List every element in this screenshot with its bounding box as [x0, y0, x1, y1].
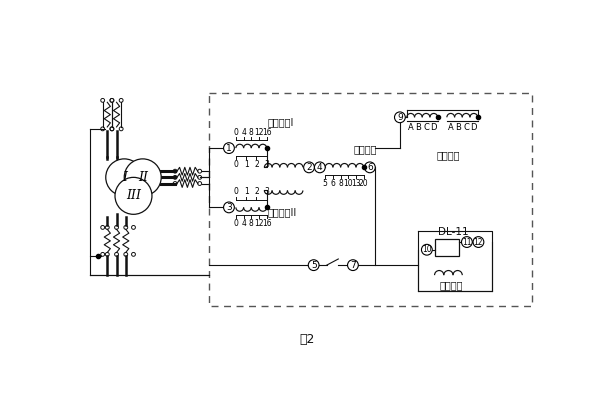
Circle shape — [224, 143, 235, 154]
Circle shape — [473, 237, 484, 248]
Text: 3: 3 — [226, 203, 232, 212]
Text: 短路绕组: 短路绕组 — [437, 150, 460, 160]
Text: 1: 1 — [244, 187, 248, 196]
Circle shape — [106, 159, 143, 196]
Text: 16: 16 — [262, 128, 272, 136]
Text: B: B — [455, 124, 461, 132]
Text: 12: 12 — [254, 128, 264, 136]
Text: 11: 11 — [462, 238, 472, 246]
Circle shape — [304, 162, 314, 173]
Text: 13: 13 — [351, 179, 361, 188]
Circle shape — [364, 162, 375, 173]
Text: 5: 5 — [323, 179, 328, 188]
Text: 9: 9 — [397, 113, 403, 122]
Text: 工作绕组: 工作绕组 — [354, 144, 377, 154]
Circle shape — [308, 260, 319, 270]
Bar — [434, 239, 459, 256]
Text: 3: 3 — [264, 160, 269, 169]
Text: II: II — [138, 171, 148, 184]
Text: 6: 6 — [331, 179, 335, 188]
Text: 2: 2 — [254, 187, 259, 196]
Text: 12: 12 — [254, 219, 264, 228]
Text: 平衡绕组I: 平衡绕组I — [268, 117, 294, 127]
Text: 5: 5 — [311, 261, 317, 270]
Text: 0: 0 — [233, 219, 238, 228]
Text: B: B — [415, 124, 421, 132]
Text: 2: 2 — [254, 160, 259, 169]
Text: 4: 4 — [241, 128, 246, 136]
Text: 8: 8 — [249, 128, 254, 136]
Circle shape — [347, 260, 358, 270]
Text: 二次绕组: 二次绕组 — [440, 280, 463, 290]
Circle shape — [461, 237, 472, 248]
Circle shape — [395, 112, 405, 123]
Text: 0: 0 — [233, 128, 238, 136]
Text: III: III — [126, 189, 141, 202]
Text: D: D — [470, 124, 477, 132]
Circle shape — [314, 162, 325, 173]
Circle shape — [124, 159, 161, 196]
Text: 1: 1 — [244, 160, 248, 169]
Text: 4: 4 — [241, 219, 246, 228]
Text: 10: 10 — [422, 245, 431, 254]
Circle shape — [421, 244, 432, 255]
Text: 4: 4 — [317, 163, 323, 172]
Text: 10: 10 — [343, 179, 353, 188]
Text: C: C — [463, 124, 469, 132]
Text: 3: 3 — [264, 187, 269, 196]
Text: 图2: 图2 — [300, 332, 315, 346]
Text: 0: 0 — [233, 187, 238, 196]
Text: 8: 8 — [249, 219, 254, 228]
Text: I: I — [122, 171, 127, 184]
Text: A: A — [448, 124, 454, 132]
Text: D: D — [431, 124, 437, 132]
Text: 平衡绕组II: 平衡绕组II — [268, 207, 297, 217]
Circle shape — [224, 202, 235, 213]
Text: 2: 2 — [306, 163, 312, 172]
Text: 7: 7 — [350, 261, 356, 270]
Text: A: A — [408, 124, 413, 132]
Text: 8: 8 — [338, 179, 343, 188]
Text: 12: 12 — [473, 238, 483, 246]
Text: 6: 6 — [367, 163, 373, 172]
Text: 20: 20 — [359, 179, 368, 188]
Text: C: C — [423, 124, 429, 132]
Text: 1: 1 — [226, 144, 232, 153]
Circle shape — [115, 177, 152, 214]
Text: 0: 0 — [233, 160, 238, 169]
Text: 16: 16 — [262, 219, 272, 228]
Text: DL-11: DL-11 — [439, 227, 469, 237]
